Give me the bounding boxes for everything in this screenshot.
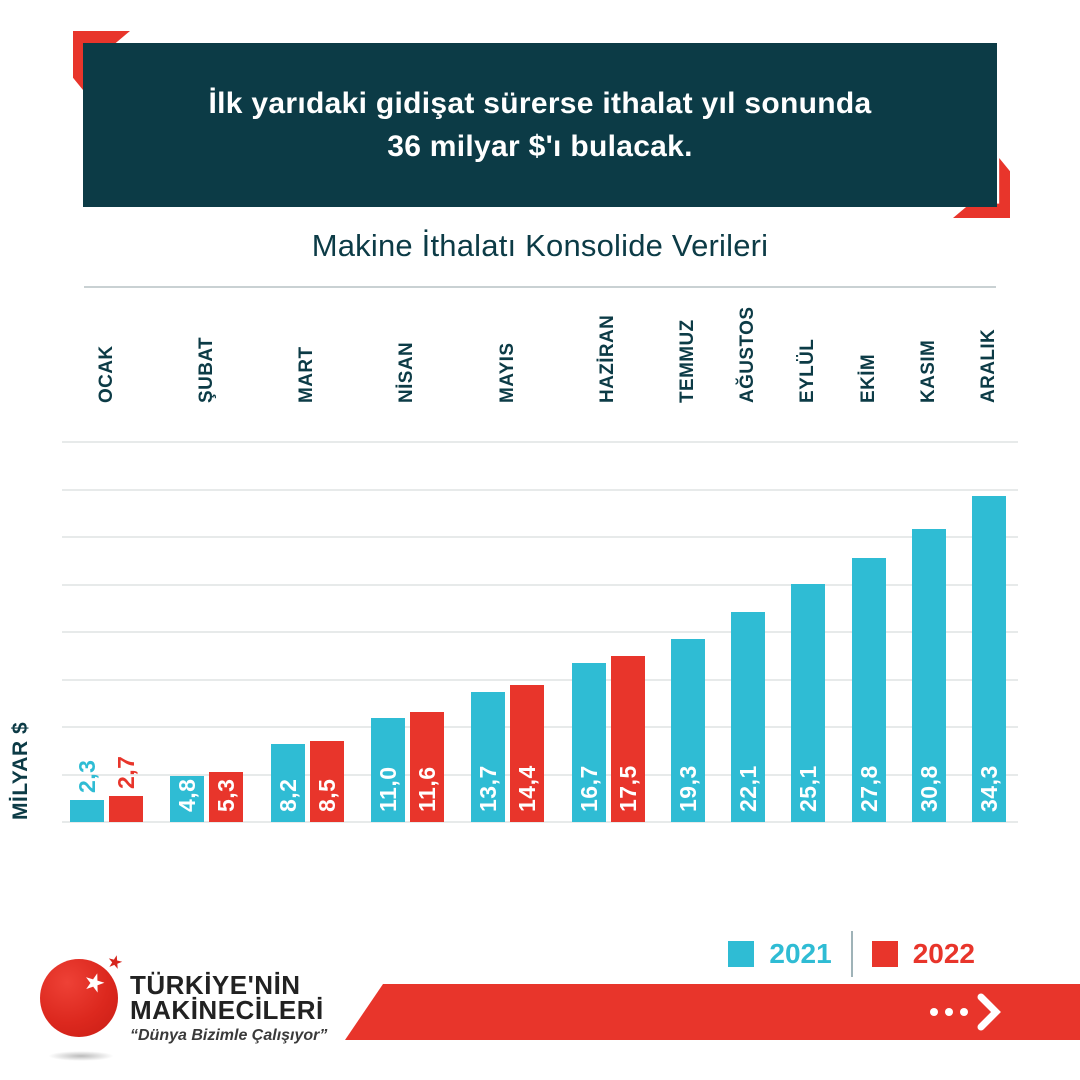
bar-value-2021-0: 2,3 xyxy=(74,759,100,794)
month-label-0: OCAK xyxy=(95,345,117,403)
headline-line-1: İlk yarıdaki gidişat sürerse ithalat yıl… xyxy=(208,87,872,120)
logo-shadow xyxy=(48,1051,114,1061)
bar-value-2021-10: 30,8 xyxy=(915,765,942,812)
month-label-7: AĞUSTOS xyxy=(737,306,759,403)
gridline-35 xyxy=(62,488,1018,491)
bar-2021-11 xyxy=(972,496,1006,822)
bar-2021-1 xyxy=(170,776,205,822)
logo-tagline: “Dünya Bizimle Çalışıyor” xyxy=(130,1027,328,1044)
bar-value-2022-1: 5,3 xyxy=(213,778,240,812)
bar-value-2022-2: 8,5 xyxy=(313,778,340,812)
bar-2021-8 xyxy=(791,583,826,822)
arrow-dot xyxy=(945,1008,953,1016)
bar-value-2021-7: 22,1 xyxy=(735,765,762,812)
next-arrow[interactable] xyxy=(930,993,1001,1031)
bar-value-2022-3: 11,6 xyxy=(413,766,440,813)
legend-divider xyxy=(850,931,853,977)
bar-2022-5 xyxy=(610,655,645,822)
bar-2022-2 xyxy=(309,741,344,822)
arrow-dot xyxy=(930,1008,938,1016)
bar-value-2021-4: 13,7 xyxy=(475,765,502,812)
bar-value-2021-1: 4,8 xyxy=(174,778,201,812)
month-label-2: MART xyxy=(296,346,318,403)
title-divider xyxy=(84,286,996,288)
bar-value-2022-0: 2,7 xyxy=(113,755,139,790)
bar-value-2022-5: 17,5 xyxy=(614,765,641,812)
bar-2021-10 xyxy=(911,529,946,822)
bar-2021-7 xyxy=(731,612,766,822)
gridline-15 xyxy=(62,678,1018,681)
month-label-6: TEMMUZ xyxy=(677,319,698,403)
month-labels: OCAK ŞUBAT MART NİSAN MAYIS HAZİRAN TEMMUZ AĞUS… xyxy=(62,290,1018,403)
y-axis-label: MİLYAR $ xyxy=(9,721,32,820)
bar-2022-3 xyxy=(409,711,444,822)
gridline-20 xyxy=(62,631,1018,633)
bar-value-2021-3: 11,0 xyxy=(374,766,401,813)
bar-value-2021-2: 8,2 xyxy=(274,778,301,812)
bar-value-2021-6: 19,3 xyxy=(675,765,701,812)
bar-value-2021-11: 34,3 xyxy=(976,765,1002,812)
arrow-dot xyxy=(960,1008,968,1016)
month-label-9: EKİM xyxy=(857,353,879,403)
gridline-25 xyxy=(62,583,1018,586)
plot-area: 2,3 2,7 4,8 5,3 8,2 8,5 11,0 11,6 13,7 14,4 16,7 17… xyxy=(62,441,1018,823)
month-label-8: EYLÜL xyxy=(797,338,819,403)
headline-line-2: 36 milyar $'ı bulacak. xyxy=(387,130,693,163)
gridline-30 xyxy=(62,536,1018,538)
legend-label-2021: 2021 xyxy=(769,938,832,969)
bar-2022-1 xyxy=(209,771,244,822)
bar-value-2022-4: 14,4 xyxy=(514,765,541,812)
small-star-icon: ★ xyxy=(104,950,126,974)
logo-name-line-2: MAKİNECİLERİ xyxy=(130,995,324,1025)
bar-2021-5 xyxy=(571,663,606,822)
legend-label-2022: 2022 xyxy=(912,938,975,969)
bar-2021-4 xyxy=(471,691,506,822)
headline-box: İlk yarıdaki gidişat sürerse ithalat yıl… xyxy=(83,43,997,207)
month-label-3: NİSAN xyxy=(396,341,418,403)
month-label-5: HAZİRAN xyxy=(597,314,618,403)
logo-circle-icon xyxy=(40,959,118,1037)
logo-text: TÜRKİYE'NİN MAKİNECİLERİ “Dünya Bizimle … xyxy=(130,970,328,1045)
brand-logo: ★ ★ TÜRKİYE'NİN MAKİNECİLERİ “Dünya Bizi… xyxy=(40,950,360,1068)
footer-banner xyxy=(345,984,1080,1040)
gridline-0 xyxy=(62,821,1018,823)
bar-2021-6 xyxy=(671,638,705,822)
gridline-40 xyxy=(62,441,1018,443)
legend: 2021 2022 xyxy=(728,930,975,978)
bar-value-2021-8: 25,1 xyxy=(795,765,822,812)
bar-value-2021-9: 27,8 xyxy=(855,765,882,812)
month-label-11: ARALIK xyxy=(978,328,999,403)
chevron-right-icon xyxy=(977,993,1001,1031)
month-label-4: MAYIS xyxy=(496,342,518,403)
bar-value-2021-5: 16,7 xyxy=(575,765,602,812)
bar-2022-4 xyxy=(510,685,545,822)
chart-title: Makine İthalatı Konsolide Verileri xyxy=(311,228,769,263)
bar-2021-2 xyxy=(270,744,305,822)
bar-2021-9 xyxy=(851,557,886,822)
logo-name-line-1: TÜRKİYE'NİN xyxy=(130,970,301,1000)
bar-2022-0 xyxy=(109,796,143,822)
bar-2021-0 xyxy=(70,800,104,822)
legend-swatch-2021 xyxy=(728,941,755,967)
bar-2021-3 xyxy=(370,717,405,822)
legend-swatch-2022 xyxy=(871,941,898,967)
month-label-1: ŞUBAT xyxy=(195,336,217,403)
month-label-10: KASIM xyxy=(917,339,939,403)
